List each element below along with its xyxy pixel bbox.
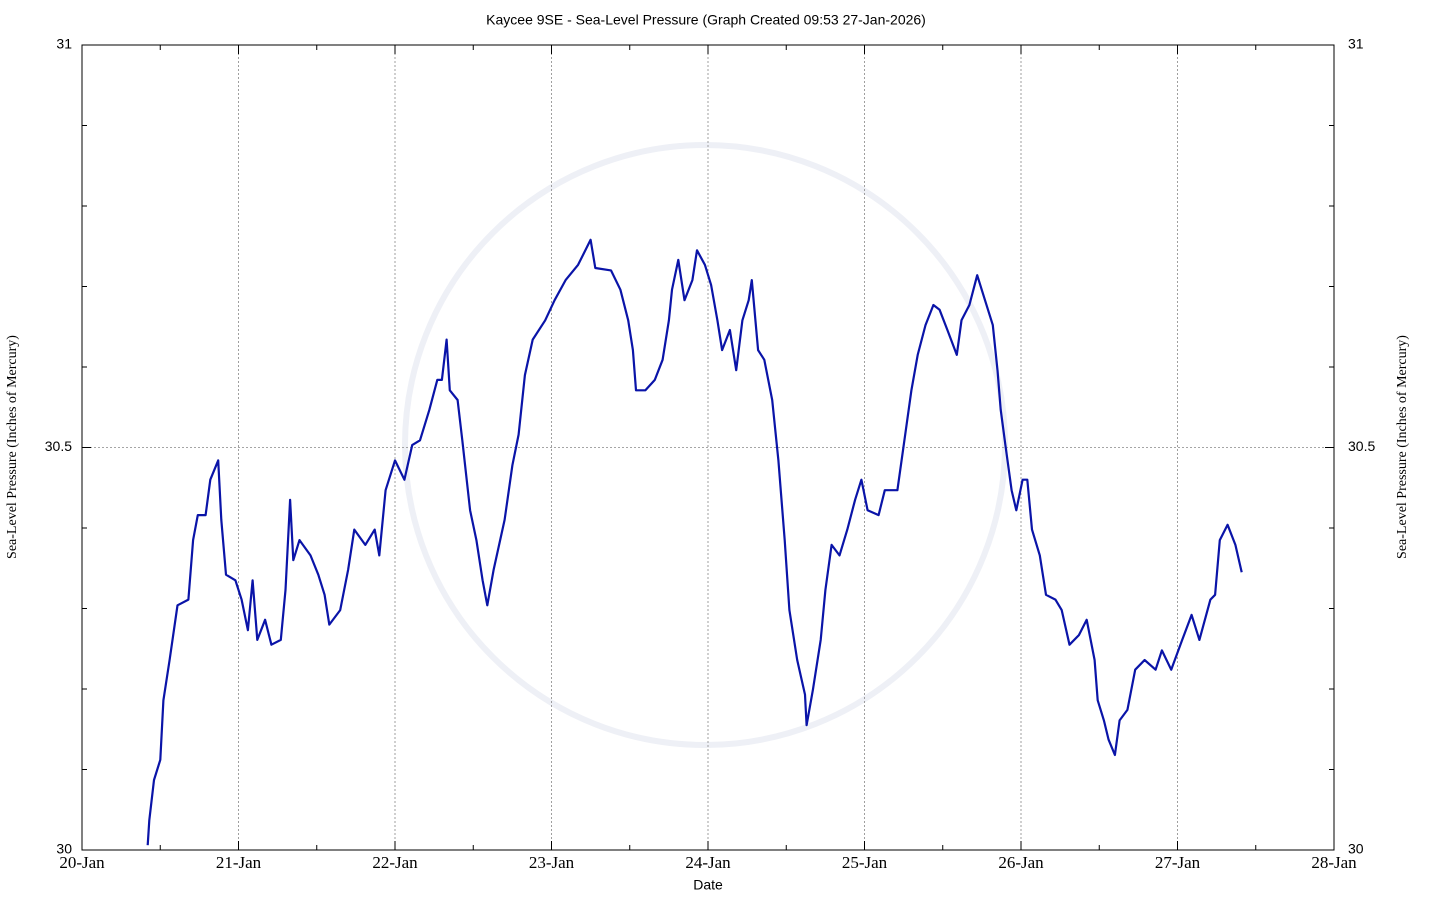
x-tick-label: 20-Jan — [59, 853, 105, 872]
y-tick-label: 30 — [56, 841, 72, 857]
x-tick-label: 26-Jan — [998, 853, 1044, 872]
x-tick-label: 28-Jan — [1311, 853, 1357, 872]
chart-title: Kaycee 9SE - Sea-Level Pressure (Graph C… — [486, 12, 926, 28]
y-axis-label: Sea-Level Pressure (Inches of Mercury) — [5, 335, 20, 559]
x-tick-label: 21-Jan — [216, 853, 262, 872]
y-tick-label: 30.5 — [45, 438, 72, 454]
x-tick-label: 25-Jan — [842, 853, 888, 872]
x-tick-label: 23-Jan — [529, 853, 575, 872]
watermark — [402, 142, 1008, 748]
x-tick-label: 22-Jan — [372, 853, 418, 872]
x-tick-label: 27-Jan — [1155, 853, 1201, 872]
x-axis-label: Date — [693, 877, 723, 893]
y2-tick-label: 30.5 — [1348, 438, 1375, 454]
y2-tick-label: 30 — [1348, 841, 1364, 857]
y2-axis-label: Sea-Level Pressure (Inches of Mercury) — [1395, 335, 1410, 559]
y2-tick-label: 31 — [1348, 36, 1364, 52]
x-tick-label: 24-Jan — [685, 853, 731, 872]
pressure-line — [146, 238, 1243, 846]
y-tick-label: 31 — [56, 36, 72, 52]
